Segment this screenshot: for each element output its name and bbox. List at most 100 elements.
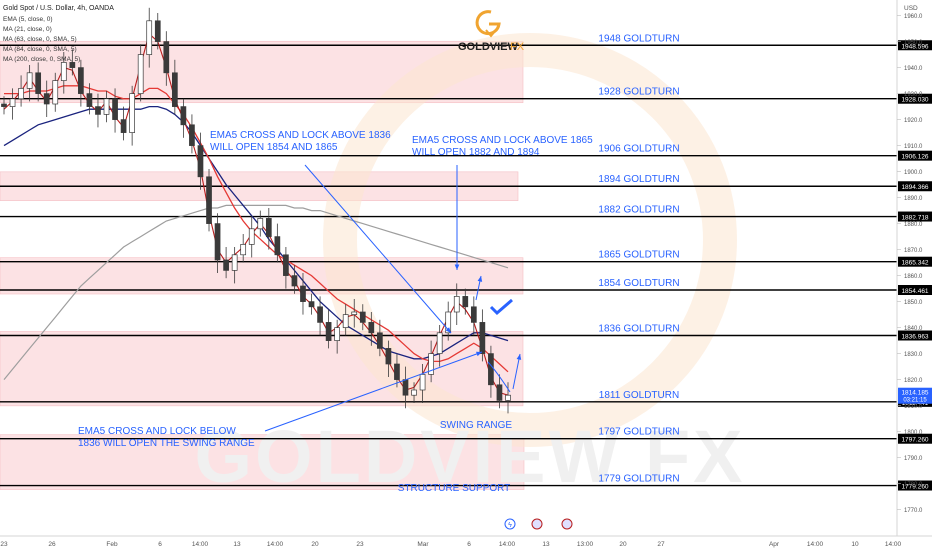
arrow-swing-up [512, 353, 521, 390]
candle-body[interactable] [377, 332, 383, 349]
candle-body[interactable] [129, 93, 135, 133]
candle-body[interactable] [18, 88, 24, 100]
annotation-ema5-below-1836: EMA5 CROSS AND LOCK BELOW [78, 426, 236, 437]
candle-body[interactable] [171, 72, 178, 107]
candle-body[interactable] [60, 62, 67, 81]
indicator-ma63[interactable]: MA (63, close, 0, SMA, 5) [3, 36, 77, 43]
indicator-ma84[interactable]: MA (84, close, 0, SMA, 5) [3, 46, 77, 53]
candle-body[interactable] [488, 353, 494, 386]
candle-body[interactable] [342, 314, 349, 328]
candle-body[interactable] [240, 244, 247, 256]
us-flag-icon[interactable] [561, 518, 573, 530]
candle-body[interactable] [231, 254, 238, 271]
candle-body[interactable] [86, 93, 93, 107]
chart-legend[interactable]: Gold Spot / U.S. Dollar, 4h, OANDA EMA (… [3, 5, 114, 63]
candle-body[interactable] [43, 93, 50, 105]
candle-body[interactable] [120, 119, 127, 133]
candle-body[interactable] [505, 394, 511, 401]
candle-body[interactable] [223, 259, 229, 271]
candle-body[interactable] [436, 332, 443, 354]
candle-body[interactable] [35, 72, 42, 94]
candle-body[interactable] [112, 98, 118, 120]
candle-body[interactable] [470, 306, 477, 323]
indicator-ma200[interactable]: MA (200, close, 0, SMA, 5) [3, 56, 80, 63]
price-axis[interactable]: USD 1948.596 1928.030 1906.126 1894.366 1882… [896, 0, 932, 536]
candle-body[interactable] [291, 275, 298, 287]
event-lightning-icon[interactable] [504, 518, 516, 530]
indicator-ma21[interactable]: MA (21, close, 0) [3, 26, 52, 33]
candle-body[interactable] [137, 54, 144, 94]
candle-body[interactable] [300, 285, 306, 302]
goldturn-levels[interactable]: 1948 GOLDTURN 1928 GOLDTURN 1906 GOLDTURN 1… [0, 33, 897, 487]
candle-body[interactable] [394, 363, 400, 380]
candle-body[interactable] [154, 20, 161, 42]
candle-body[interactable] [1, 103, 7, 107]
price-tag [898, 256, 932, 267]
candle-body[interactable] [317, 306, 323, 323]
candle-body[interactable] [359, 311, 366, 323]
candle-body[interactable] [419, 374, 426, 391]
candle-body[interactable] [248, 228, 255, 245]
x-tick-label: 6 [158, 541, 162, 548]
candle-body[interactable] [206, 176, 212, 224]
candle-body[interactable] [402, 379, 409, 396]
candle-body[interactable] [146, 20, 153, 55]
candle-body[interactable] [163, 41, 170, 74]
candle-body[interactable] [214, 223, 221, 261]
price-tag-text: 1948.596 [901, 43, 928, 50]
candles[interactable] [1, 7, 511, 414]
candle-body[interactable] [453, 296, 460, 313]
economic-events[interactable]: ϟ [504, 518, 573, 530]
candle-body[interactable] [385, 348, 392, 365]
candle-body[interactable] [411, 389, 417, 396]
price-tag-text: 1882.718 [901, 215, 928, 222]
price-tag [898, 285, 932, 296]
candle-body[interactable] [26, 72, 33, 89]
candle-body[interactable] [180, 106, 187, 126]
time-axis[interactable]: 23 26 Feb 6 14:00 13 14:00 20 23 Mar 6 14:00 13 13:00… [0, 535, 932, 548]
candle-body[interactable] [462, 296, 469, 308]
candle-body[interactable] [78, 67, 84, 94]
arrow-to-1836-cross-head [445, 327, 451, 333]
candle-body[interactable] [69, 62, 76, 68]
price-tag-text: 1854.461 [901, 288, 928, 295]
candle-body[interactable] [95, 106, 101, 115]
candle-body[interactable] [308, 301, 315, 308]
price-tag [898, 330, 932, 341]
watermark-ring [323, 33, 737, 447]
candle-body[interactable] [428, 353, 434, 375]
candle-body[interactable] [265, 218, 272, 237]
candle-body[interactable] [325, 322, 332, 341]
x-tick-label: 13 [233, 541, 241, 548]
y-tick-label: 1920.0 [904, 118, 923, 124]
candle-body[interactable] [103, 98, 110, 115]
ma200-line[interactable] [3, 204, 509, 380]
candle-body[interactable] [274, 236, 281, 256]
candle-body[interactable] [334, 327, 341, 341]
ma63-line[interactable] [3, 105, 509, 360]
candle-body[interactable] [257, 218, 264, 230]
candle-body[interactable] [283, 254, 289, 276]
us-flag-icon[interactable] [531, 518, 543, 530]
indicator-ema5[interactable]: EMA (5, close, 0) [3, 16, 53, 23]
symbol-title[interactable]: Gold Spot / U.S. Dollar, 4h, OANDA [3, 5, 114, 12]
candle-body[interactable] [368, 322, 375, 334]
candle-body[interactable] [479, 322, 486, 354]
candle-body[interactable] [189, 124, 195, 146]
y-tick-label: 1840.0 [904, 326, 923, 332]
candle-body[interactable] [52, 80, 59, 105]
x-tick-label: 23 [356, 541, 364, 548]
candle-body[interactable] [445, 311, 452, 334]
zone-1865-1854 [0, 257, 524, 295]
candle-body[interactable] [9, 98, 16, 107]
candle-body[interactable] [351, 311, 358, 315]
candle-body[interactable] [197, 145, 204, 178]
arrow-swing-up-head [516, 354, 522, 360]
level-label: 1865 GOLDTURN [598, 250, 679, 261]
candle-body[interactable] [496, 384, 503, 401]
price-tag [898, 433, 932, 444]
ma21-line[interactable] [4, 85, 509, 373]
